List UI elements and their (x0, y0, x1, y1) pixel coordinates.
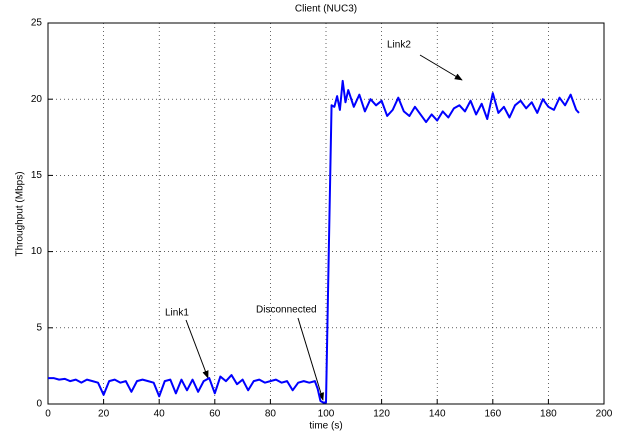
y-axis-label: Throughput (Mbps) (15, 171, 26, 256)
y-tick-label: 25 (31, 18, 43, 29)
y-tick-label: 15 (31, 170, 43, 181)
chart-title: Client (NUC3) (295, 4, 357, 15)
x-tick-label: 80 (265, 409, 277, 420)
x-tick-label: 160 (484, 409, 501, 420)
y-tick-label: 10 (31, 246, 43, 257)
y-tick-label: 5 (36, 322, 42, 333)
annotation-arrow (185, 319, 209, 379)
y-tick-label: 20 (31, 94, 43, 105)
x-tick-label: 140 (429, 409, 446, 420)
y-tick-label: 0 (36, 399, 42, 410)
annotation: Link2 (387, 40, 411, 51)
x-tick-label: 100 (318, 409, 335, 420)
x-tick-label: 120 (373, 409, 390, 420)
annotation-arrow (419, 54, 463, 81)
x-tick-label: 60 (209, 409, 221, 420)
x-tick-label: 180 (540, 409, 557, 420)
x-tick-label: 0 (45, 409, 51, 420)
x-tick-label: 200 (596, 409, 613, 420)
x-tick-label: 40 (154, 409, 166, 420)
annotation: Link1 (165, 308, 189, 319)
data-line (48, 79, 580, 404)
x-tick-label: 20 (98, 409, 110, 420)
annotation: Disconnected (256, 305, 317, 316)
x-axis-label: time (s) (309, 421, 342, 432)
plot-frame (47, 22, 605, 405)
annotation-arrow (297, 317, 324, 401)
